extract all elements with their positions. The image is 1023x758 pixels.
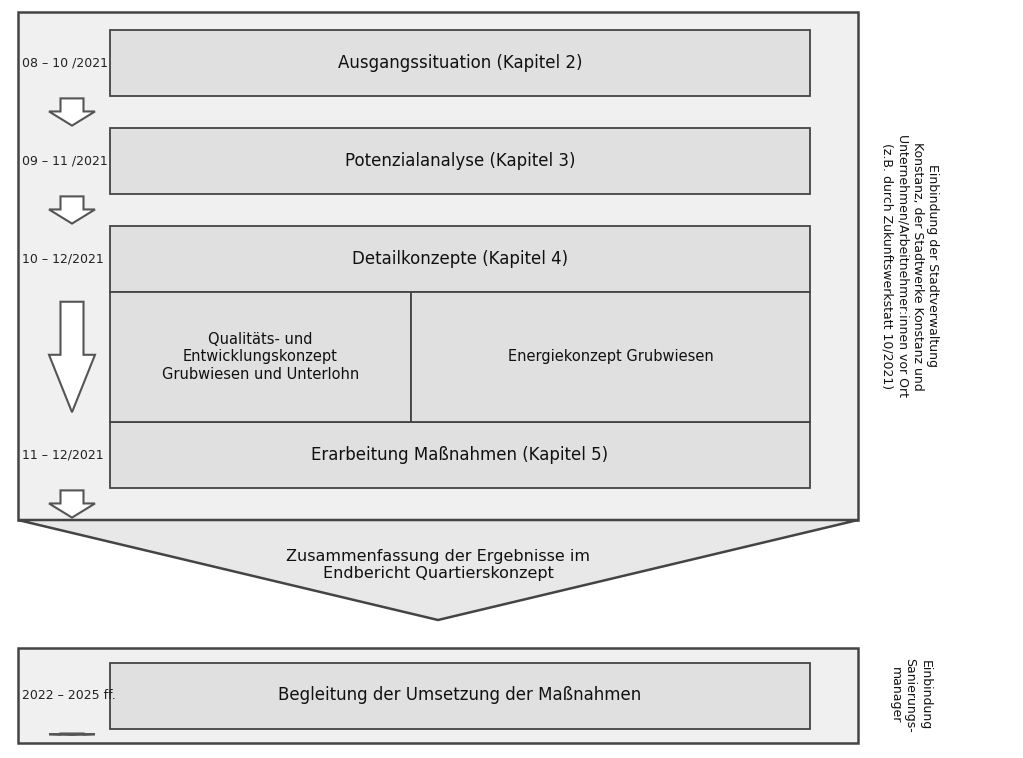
Text: Energiekonzept Grubwiesen: Energiekonzept Grubwiesen [507,349,713,365]
Text: Einbindung
Sanierungs-
manager: Einbindung Sanierungs- manager [889,658,932,733]
Text: 11 – 12/2021: 11 – 12/2021 [23,449,103,462]
Text: Zusammenfassung der Ergebnisse im
Endbericht Quartierskonzept: Zusammenfassung der Ergebnisse im Endber… [286,549,590,581]
Bar [110,662,810,728]
Bar [18,648,858,743]
Text: Erarbeitung Maßnahmen (Kapitel 5): Erarbeitung Maßnahmen (Kapitel 5) [311,446,609,464]
Text: 09 – 11 /2021: 09 – 11 /2021 [23,155,107,168]
Polygon shape [18,520,858,620]
Bar [110,292,411,422]
Polygon shape [49,490,95,518]
Text: Einbindung der Stadtverwaltung
Konstanz, der Stadtwerke Konstanz und
Unternehmen: Einbindung der Stadtverwaltung Konstanz,… [881,134,939,397]
Bar [110,30,810,96]
Bar [110,226,810,292]
Polygon shape [49,196,95,224]
Text: 10 – 12/2021: 10 – 12/2021 [23,252,103,265]
Polygon shape [49,302,95,412]
Text: Begleitung der Umsetzung der Maßnahmen: Begleitung der Umsetzung der Maßnahmen [278,687,641,704]
Polygon shape [49,734,95,735]
Text: Potenzialanalyse (Kapitel 3): Potenzialanalyse (Kapitel 3) [345,152,575,170]
Bar [110,422,810,488]
Bar [411,292,810,422]
Text: 08 – 10 /2021: 08 – 10 /2021 [23,57,108,70]
Text: 2022 – 2025 ff.: 2022 – 2025 ff. [23,689,116,702]
Text: Qualitäts- und
Entwicklungskonzept
Grubwiesen und Unterlohn: Qualitäts- und Entwicklungskonzept Grubw… [162,332,359,382]
Bar [18,12,858,520]
Text: Detailkonzepte (Kapitel 4): Detailkonzepte (Kapitel 4) [352,250,568,268]
Text: Ausgangssituation (Kapitel 2): Ausgangssituation (Kapitel 2) [338,54,582,72]
Polygon shape [49,99,95,126]
Bar [110,128,810,194]
